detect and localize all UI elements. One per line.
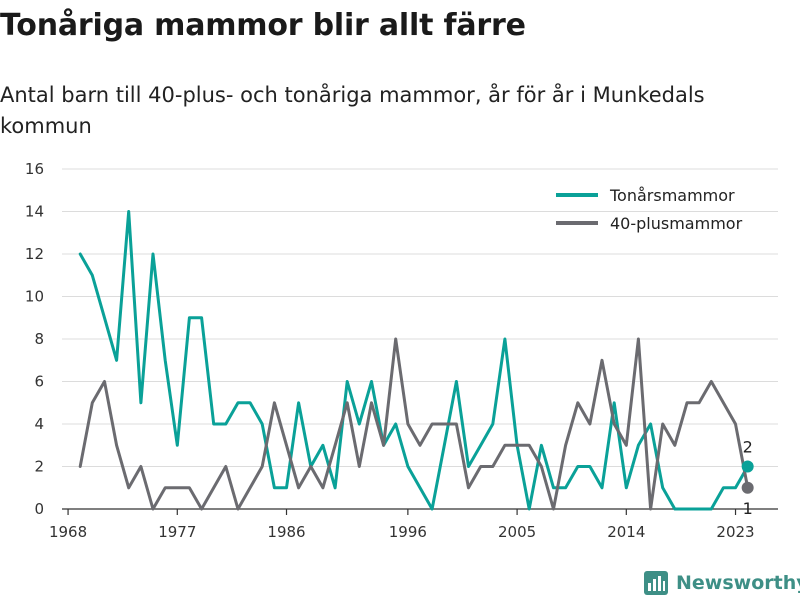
brand-logo[interactable]: Newsworthy xyxy=(644,566,800,600)
x-tick-label: 1968 xyxy=(49,523,87,541)
series-lines: 21 xyxy=(78,210,754,518)
chart-subtitle: Antal barn till 40-plus- och tonåriga ma… xyxy=(0,83,705,138)
y-tick-label: 10 xyxy=(25,288,44,306)
y-tick-label: 2 xyxy=(34,458,44,476)
legend-label: 40-plusmammor xyxy=(610,214,743,233)
y-tick-label: 4 xyxy=(34,415,44,433)
brand-name: Newsworthy xyxy=(676,572,800,594)
y-tick-label: 12 xyxy=(25,245,44,263)
end-point-marker xyxy=(741,481,754,494)
y-tick-label: 0 xyxy=(34,500,44,518)
end-value-label: 1 xyxy=(743,499,753,518)
x-tick-label: 2005 xyxy=(498,523,536,541)
x-tick-label: 1977 xyxy=(158,523,196,541)
y-tick-label: 16 xyxy=(25,160,44,178)
x-tick-label: 1996 xyxy=(389,523,427,541)
legend-label: Tonårsmammor xyxy=(609,186,735,205)
end-point-marker xyxy=(741,460,754,473)
chart-title: Tonåriga mammor blir allt färre xyxy=(0,8,526,43)
series-line-tonarsmammor xyxy=(78,210,750,511)
y-tick-label: 14 xyxy=(25,203,44,221)
series-line-40-plusmammor xyxy=(78,337,750,511)
x-tick-label: 2014 xyxy=(607,523,645,541)
end-value-label: 2 xyxy=(743,438,753,457)
x-tick-label: 2023 xyxy=(716,523,754,541)
bar-chart-logo-icon xyxy=(644,571,668,595)
x-tick-label: 1986 xyxy=(267,523,305,541)
y-tick-label: 6 xyxy=(34,373,44,391)
y-tick-label: 8 xyxy=(34,330,44,348)
legend: Tonårsmammor 40-plusmammor xyxy=(556,186,743,233)
